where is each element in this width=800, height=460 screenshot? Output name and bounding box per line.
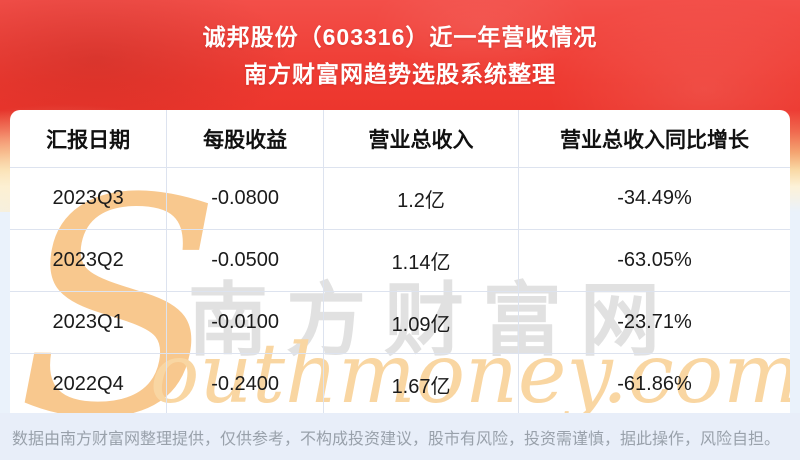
cell-revenue-yoy-growth: -61.86% — [518, 353, 790, 413]
cell-total-revenue: 1.67亿 — [323, 353, 520, 413]
table-row-2023q1: 2023Q1 -0.0100 1.09亿 -23.71% — [10, 291, 790, 354]
header-banner: 诚邦股份（603316）近一年营收情况 南方财富网趋势选股系统整理 — [0, 0, 800, 212]
cell-total-revenue: 1.14亿 — [323, 229, 520, 292]
cell-revenue-yoy-growth: -63.05% — [518, 229, 790, 292]
cell-revenue-yoy-growth: -34.49% — [518, 167, 790, 230]
table-row-2023q3: 2023Q3 -0.0800 1.2亿 -34.49% — [10, 167, 790, 230]
col-header-revenue-yoy-growth: 营业总收入同比增长 — [560, 128, 750, 152]
col-header-total-revenue: 营业总收入 — [323, 110, 520, 168]
footer-disclaimer-bar: 数据由南方财富网整理提供，仅供参考，不构成投资建议，股市有风险，投资需谨慎，据此… — [0, 413, 800, 460]
col-header-report-date: 汇报日期 — [10, 110, 168, 168]
table-card: S 南方财富网 outhmoney.com 汇报日期 每股收益 营业总收入 营业… — [10, 110, 790, 413]
page-subtitle: 南方财富网趋势选股系统整理 — [244, 61, 556, 87]
disclaimer-text: 数据由南方财富网整理提供，仅供参考，不构成投资建议，股市有风险，投资需谨慎，据此… — [12, 430, 781, 448]
cell-eps: -0.2400 — [166, 353, 325, 413]
table-row-2023q2: 2023Q2 -0.0500 1.14亿 -63.05% — [10, 229, 790, 292]
cell-report-date: 2023Q2 — [10, 229, 168, 292]
cell-report-date: 2023Q3 — [10, 167, 168, 230]
cell-eps: -0.0800 — [166, 167, 325, 230]
cell-total-revenue: 1.09亿 — [323, 291, 520, 354]
page-title: 诚邦股份（603316）近一年营收情况 — [202, 24, 598, 50]
revenue-table: 汇报日期 每股收益 营业总收入 营业总收入同比增长 2023Q3 -0.0800… — [10, 110, 790, 413]
cell-report-date: 2022Q4 — [10, 353, 168, 413]
cell-total-revenue: 1.2亿 — [323, 167, 520, 230]
col-header-eps: 每股收益 — [166, 110, 325, 168]
table-row-2022q4: 2022Q4 -0.2400 1.67亿 -61.86% — [10, 353, 790, 413]
table-header-row: 汇报日期 每股收益 营业总收入 营业总收入同比增长 — [10, 110, 790, 168]
cell-eps: -0.0500 — [166, 229, 325, 292]
cell-revenue-yoy-growth: -23.71% — [518, 291, 790, 354]
cell-eps: -0.0100 — [166, 291, 325, 354]
cell-report-date: 2023Q1 — [10, 291, 168, 354]
